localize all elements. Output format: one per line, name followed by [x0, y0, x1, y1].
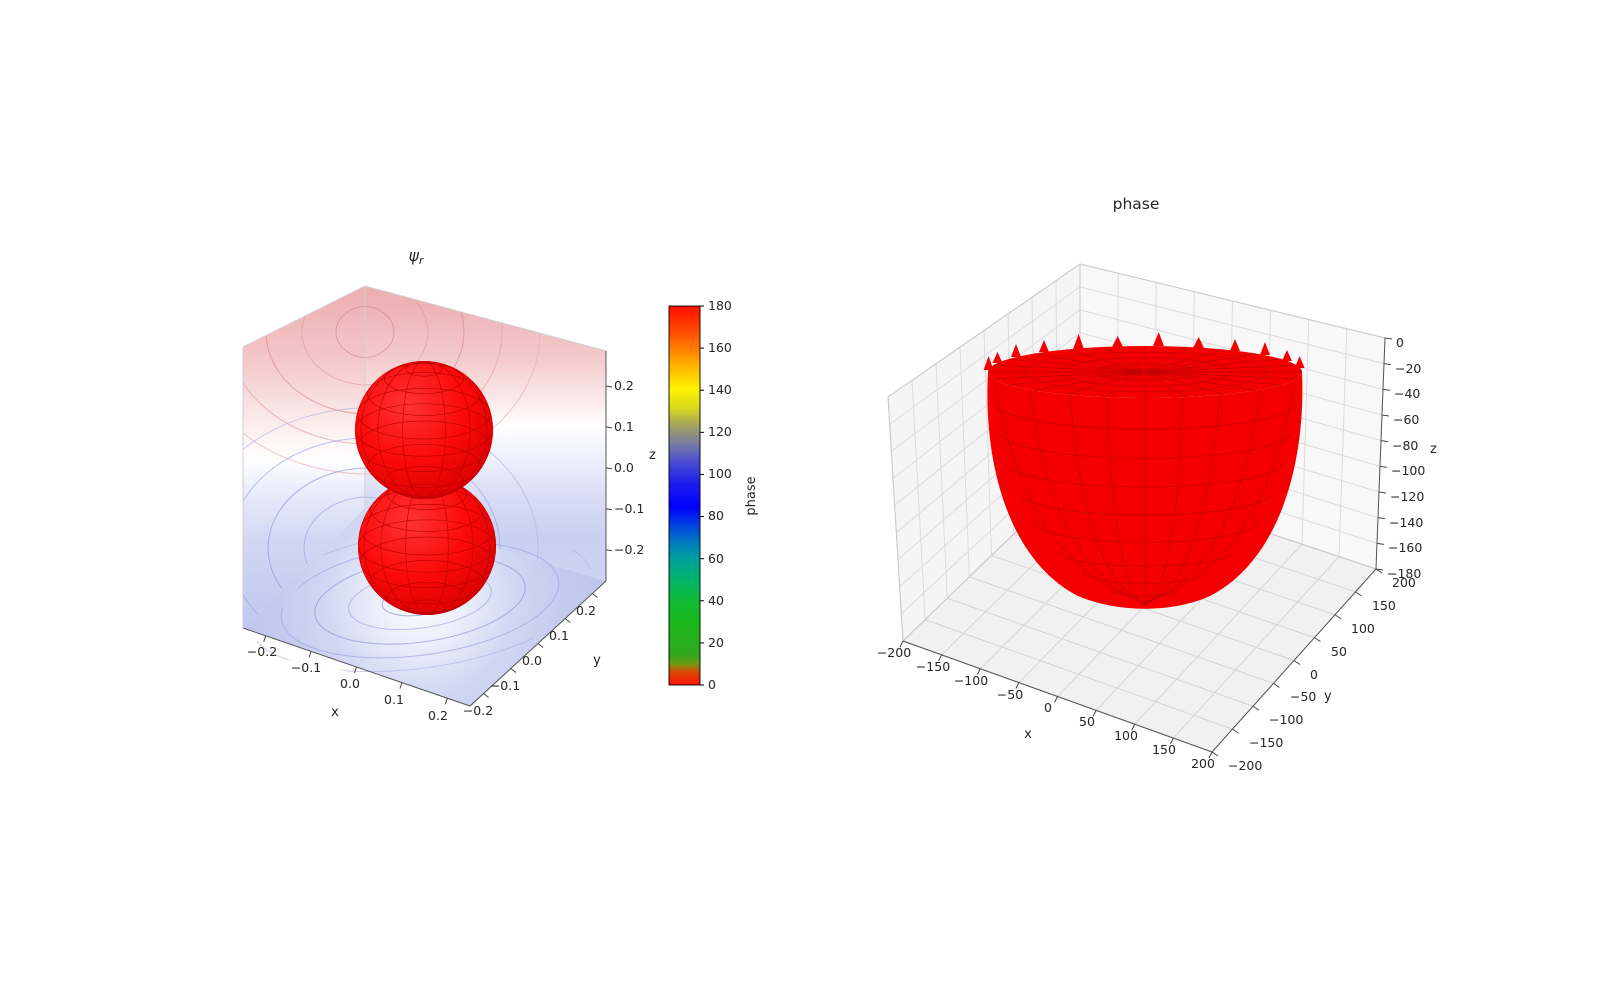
x-axis-label: x	[331, 705, 339, 720]
orbital-lobe-bottom	[358, 477, 496, 615]
colorbar-tick-label: 100	[708, 466, 732, 481]
z-tick-label: −60	[1393, 412, 1419, 427]
y-tick-label: 0.2	[576, 603, 596, 618]
colorbar-tick-label: 0	[708, 677, 716, 692]
right-plot-title: phase	[1113, 195, 1160, 213]
bowl-body-mesh	[993, 379, 1297, 606]
y-tick-label: −0.1	[490, 678, 520, 693]
right-plot-tick-marks	[899, 337, 1393, 759]
colorbar-tick-label: 120	[708, 424, 732, 439]
z-tick-label: −160	[1388, 540, 1422, 555]
phase-colorbar: 180 160 140 120 100 80 60 40 20 0 phase	[668, 298, 759, 692]
x-tick-label: 150	[1152, 742, 1176, 757]
y-tick-label: 0.1	[549, 628, 569, 643]
colorbar-tick-marks	[700, 305, 704, 686]
z-tick-label: 0.2	[614, 378, 634, 393]
y-tick-label: 100	[1351, 621, 1375, 636]
z-tick-label: 0	[1396, 335, 1404, 350]
bowl-rim-spikes	[983, 332, 1305, 370]
x-tick-label: −50	[997, 687, 1023, 702]
y-tick-label: −150	[1249, 735, 1283, 750]
y-axis-label: y	[1324, 689, 1332, 704]
bowl-surface	[983, 332, 1305, 609]
colorbar-gradient	[668, 305, 701, 686]
y-tick-label: −0.2	[463, 703, 493, 718]
z-tick-label: −100	[1391, 463, 1425, 478]
y-tick-label: −200	[1228, 758, 1262, 773]
orbital-3d-plot: ψr −0.2 −0.1 0.0 0.1 0.2 x 0.2 0.1 0.0 −…	[242, 247, 656, 723]
colorbar-tick-label: 80	[708, 508, 724, 523]
z-tick-label: 0.0	[614, 460, 634, 475]
z-tick-label: −120	[1390, 489, 1424, 504]
colorbar-tick-label: 140	[708, 382, 732, 397]
colorbar-tick-label: 160	[708, 340, 732, 355]
x-tick-label: −0.1	[291, 660, 321, 675]
x-tick-label: 0.2	[428, 708, 448, 723]
y-axis-label: y	[593, 653, 601, 668]
colorbar-label: phase	[744, 476, 759, 515]
bowl-rim-mesh	[988, 346, 1302, 398]
z-tick-label: −80	[1392, 438, 1418, 453]
x-tick-label: 200	[1191, 756, 1215, 771]
axis-spines	[242, 351, 607, 707]
orbital-lobe-top	[355, 361, 493, 499]
x-tick-label: −150	[916, 659, 950, 674]
left-wall-pane	[243, 286, 365, 628]
y-tick-label: 200	[1392, 575, 1416, 590]
y-tick-label: 0	[1310, 667, 1318, 682]
z-tick-label: −180	[1387, 566, 1421, 581]
x-tick-label: −0.2	[247, 644, 277, 659]
z-tick-label: −0.2	[614, 542, 644, 557]
colorbar-tick-label: 60	[708, 551, 724, 566]
z-tick-label: −40	[1394, 386, 1420, 401]
phase-3d-plot: phase −200 −150 −100 −50 0 50 100 150 20…	[877, 195, 1437, 773]
z-tick-label: 0.1	[614, 419, 634, 434]
y-tick-label: 50	[1331, 644, 1347, 659]
colorbar-tick-label: 40	[708, 593, 724, 608]
z-axis-label: z	[1430, 442, 1437, 457]
z-tick-label: −140	[1389, 515, 1423, 530]
x-tick-label: 0.0	[340, 676, 360, 691]
y-tick-label: −100	[1269, 712, 1303, 727]
x-tick-label: 0.1	[384, 692, 404, 707]
y-tick-label: 150	[1372, 598, 1396, 613]
z-tick-label: −20	[1395, 361, 1421, 376]
colorbar-tick-label: 180	[708, 298, 732, 313]
z-tick-label: −0.1	[614, 501, 644, 516]
x-tick-label: 0	[1044, 700, 1052, 715]
z-axis-label: z	[649, 448, 656, 463]
left-plot-tick-marks	[263, 385, 613, 705]
x-tick-label: −200	[877, 645, 911, 660]
x-tick-label: 50	[1079, 714, 1095, 729]
y-tick-label: −50	[1290, 689, 1316, 704]
x-tick-label: 100	[1114, 728, 1138, 743]
colorbar-tick-label: 20	[708, 635, 724, 650]
x-tick-label: −100	[954, 673, 988, 688]
bowl-rim-rings	[1024, 351, 1266, 393]
x-axis-label: x	[1024, 727, 1032, 742]
left-plot-title: ψr	[409, 247, 425, 267]
y-tick-label: 0.0	[522, 653, 542, 668]
